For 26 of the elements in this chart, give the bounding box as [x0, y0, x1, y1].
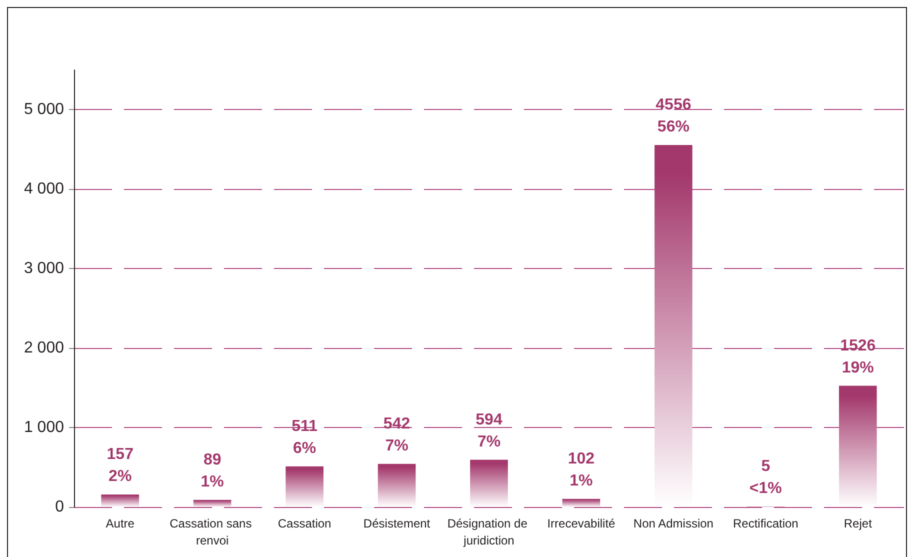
data-label: 102 1% [568, 450, 595, 490]
bar [101, 494, 140, 507]
x-tick-label: Non Admission [633, 516, 714, 530]
y-tick-label: 2 000 [24, 340, 64, 357]
y-tick-label: 5 000 [24, 101, 64, 118]
x-tick-label: Cassation [278, 516, 332, 530]
bar [378, 464, 416, 507]
x-tick-label: Irrecevabilité [547, 516, 616, 530]
data-label: 157 2% [106, 446, 134, 486]
y-tick-label: 4 000 [24, 180, 64, 198]
x-tick-label: Rejet [844, 516, 873, 530]
x-tick-label: Désistement [363, 516, 431, 530]
x-tick-label: Autre [106, 516, 135, 530]
data-label: 594 7% [476, 411, 502, 450]
bar [286, 466, 324, 507]
x-tick-label: Rectification [732, 516, 798, 530]
x-tick-label: Cassation sans renvoi [170, 516, 256, 548]
x-tick-label: Désignation de juridiction [447, 516, 531, 548]
bar [470, 460, 508, 507]
data-label: 5 <1% [749, 458, 782, 498]
y-tick-label: 0 [55, 498, 64, 516]
bar [562, 498, 600, 507]
y-tick-label: 3 000 [24, 260, 64, 278]
data-label: 89 1% [200, 451, 224, 490]
bar [193, 500, 232, 507]
y-tick-label: 1 000 [24, 419, 64, 436]
